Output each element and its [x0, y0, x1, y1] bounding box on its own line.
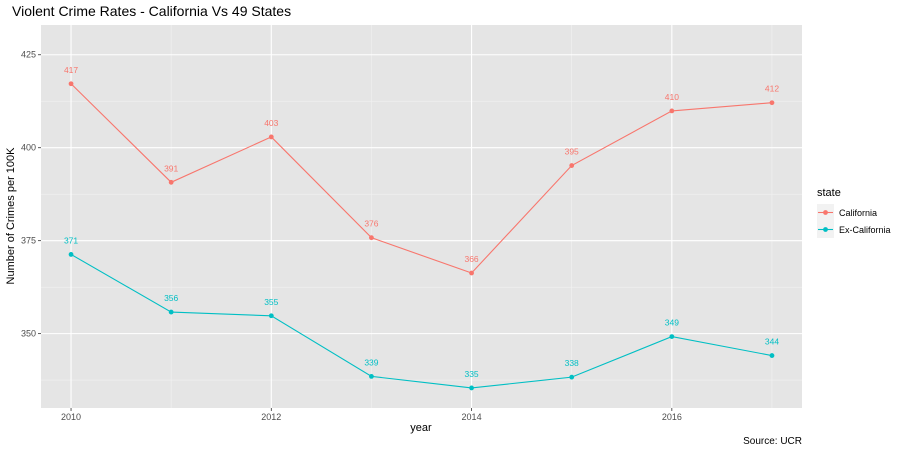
legend-key-point — [823, 227, 828, 232]
data-label: 395 — [565, 147, 579, 157]
y-tick-label: 425 — [21, 50, 36, 60]
data-label: 403 — [264, 118, 278, 128]
data-label: 338 — [565, 358, 579, 368]
data-point — [669, 108, 675, 114]
data-point — [469, 385, 474, 391]
data-point — [268, 134, 274, 140]
legend-label: Ex-California — [839, 225, 891, 235]
data-point — [68, 81, 74, 87]
data-label: 366 — [464, 254, 478, 264]
data-label: 410 — [665, 92, 679, 102]
chart-title: Violent Crime Rates - California Vs 49 S… — [12, 3, 291, 19]
x-axis-ticks: 2010 2012 2014 2016 — [61, 408, 682, 422]
data-point — [369, 235, 374, 241]
data-point — [68, 252, 74, 257]
x-tick-label: 2010 — [61, 412, 81, 422]
data-point — [669, 334, 675, 340]
data-point — [769, 353, 775, 358]
legend-title: state — [817, 187, 841, 199]
data-point — [569, 163, 575, 168]
data-label: 391 — [164, 163, 178, 173]
data-point — [268, 313, 274, 319]
data-label: 412 — [765, 84, 779, 94]
y-axis-ticks: 350 375 400 425 — [21, 50, 41, 339]
x-axis-title: year — [410, 422, 432, 434]
series-line-ex-california — [70, 253, 773, 389]
data-label: 417 — [64, 65, 78, 75]
y-tick-label: 350 — [21, 329, 36, 339]
data-label: 349 — [665, 318, 679, 328]
data-label: 335 — [464, 369, 478, 379]
y-tick-label: 400 — [21, 143, 36, 153]
data-point — [168, 309, 174, 315]
gridlines — [41, 25, 802, 408]
series-lines — [70, 83, 773, 389]
data-label: 376 — [364, 219, 378, 229]
data-point — [168, 179, 174, 185]
series-line-california — [70, 83, 773, 274]
data-point — [769, 100, 775, 106]
data-label: 356 — [164, 293, 178, 303]
x-tick-label: 2014 — [462, 412, 482, 422]
series-points — [68, 81, 775, 391]
data-point — [469, 270, 474, 276]
legend-label: California — [839, 208, 877, 218]
y-tick-label: 375 — [21, 236, 36, 246]
data-label: 371 — [64, 235, 78, 245]
data-labels: 417 391 403 376 366 395 410 412 371 356 355 339 335 3… — [64, 65, 779, 379]
data-label: 339 — [364, 357, 378, 367]
data-label: 355 — [264, 297, 278, 307]
legend-key-point — [823, 210, 828, 215]
legend: state California Ex-California — [817, 187, 891, 238]
data-label: 344 — [765, 337, 779, 347]
x-tick-label: 2012 — [261, 412, 281, 422]
data-point — [369, 373, 374, 379]
x-tick-label: 2016 — [662, 412, 682, 422]
data-point — [569, 374, 575, 380]
y-axis-title: Number of Crimes per 100K — [5, 147, 17, 285]
plot-panel — [41, 25, 802, 408]
caption: Source: UCR — [743, 436, 802, 447]
